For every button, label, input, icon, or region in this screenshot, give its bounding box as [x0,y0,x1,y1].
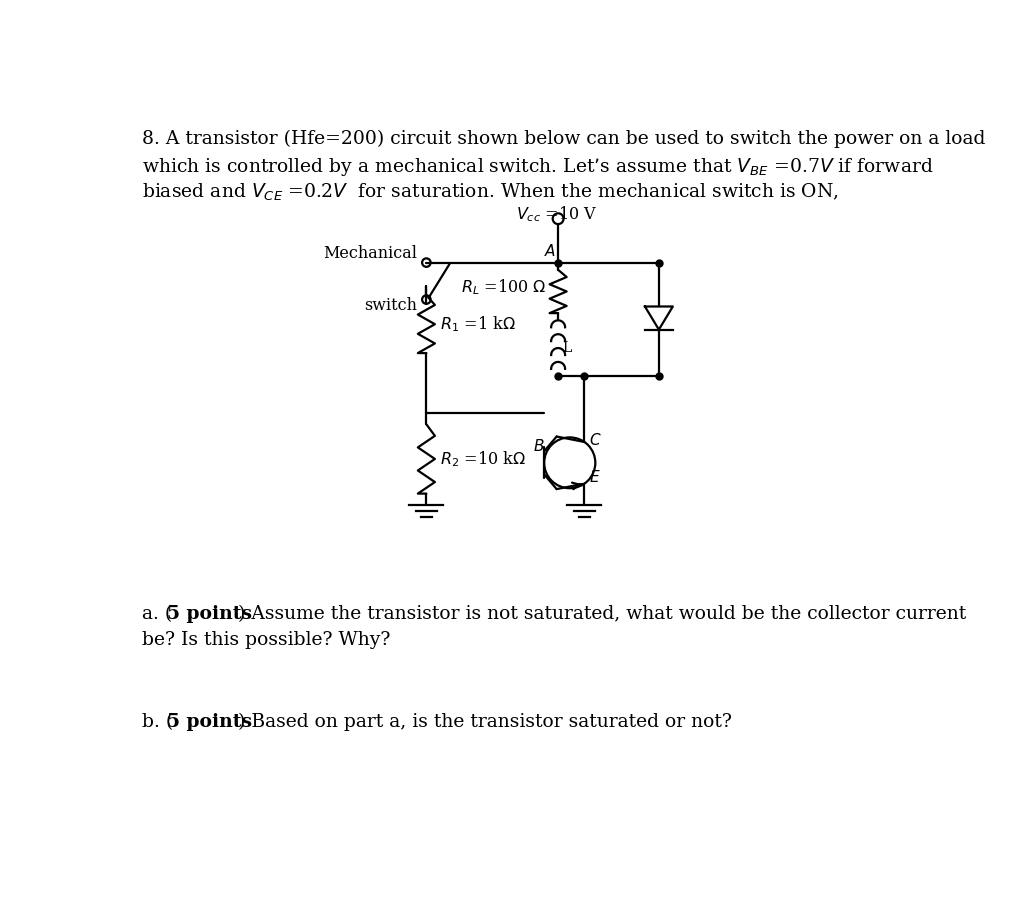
Text: $E$: $E$ [589,469,601,485]
Text: biased and $V_{CE}$ =0.2$V$  for saturation. When the mechanical switch is ON,: biased and $V_{CE}$ =0.2$V$ for saturati… [142,182,839,203]
Text: b. (: b. ( [142,713,173,731]
Text: $B$: $B$ [532,438,544,454]
Text: $V_{cc}$ =10 V: $V_{cc}$ =10 V [515,205,597,224]
Text: $R_2$ =10 k$\Omega$: $R_2$ =10 k$\Omega$ [440,449,526,469]
Text: $A$: $A$ [544,243,556,260]
Text: a. (: a. ( [142,605,172,624]
Text: $C$: $C$ [589,432,602,448]
Text: 5 points: 5 points [167,605,252,624]
Text: $R_1$ =1 k$\Omega$: $R_1$ =1 k$\Omega$ [440,314,516,334]
Text: L: L [563,341,572,355]
Text: be? Is this possible? Why?: be? Is this possible? Why? [142,632,390,650]
Text: which is controlled by a mechanical switch. Let’s assume that $V_{BE}$ =0.7$V$ i: which is controlled by a mechanical swit… [142,156,934,177]
Text: ) Based on part a, is the transistor saturated or not?: ) Based on part a, is the transistor sat… [238,713,732,731]
Text: ) Assume the transistor is not saturated, what would be the collector current: ) Assume the transistor is not saturated… [238,605,967,624]
Text: $R_L$ =100 $\Omega$: $R_L$ =100 $\Omega$ [461,278,547,298]
Text: Mechanical: Mechanical [324,245,417,262]
Text: switch: switch [365,297,417,314]
Text: 5 points: 5 points [167,713,252,731]
Text: 8. A transistor (Hfe=200) circuit shown below can be used to switch the power on: 8. A transistor (Hfe=200) circuit shown … [142,129,985,148]
